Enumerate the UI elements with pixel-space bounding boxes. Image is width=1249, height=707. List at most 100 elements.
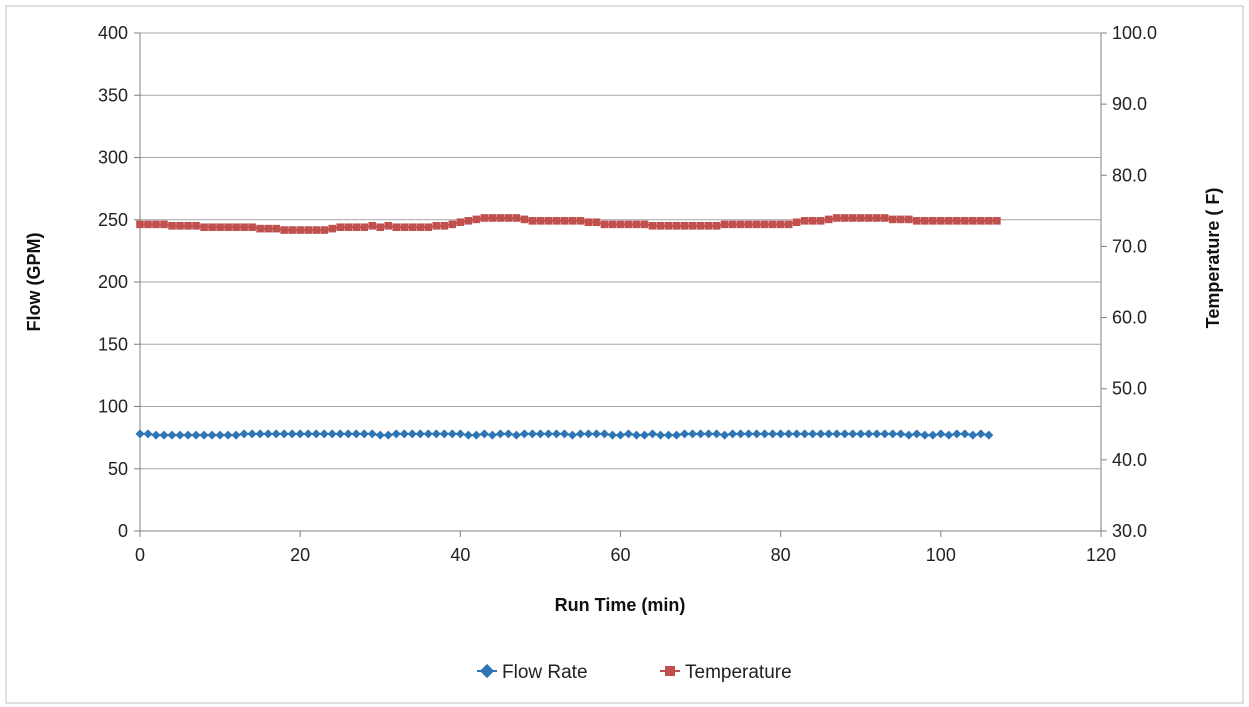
point-temperature: [224, 223, 232, 232]
point-flow-rate: [648, 429, 658, 439]
point-temperature: [160, 220, 168, 229]
point-flow-rate: [760, 429, 770, 439]
point-temperature: [336, 223, 345, 232]
point-flow-rate: [199, 430, 209, 440]
point-temperature: [184, 221, 192, 230]
point-temperature: [424, 223, 433, 232]
point-temperature: [945, 217, 953, 225]
point-temperature: [648, 221, 657, 230]
gridlines: [140, 32, 1101, 470]
point-temperature: [544, 217, 553, 225]
point-temperature: [680, 221, 689, 230]
point-flow-rate: [191, 430, 201, 440]
point-flow-rate: [704, 429, 714, 439]
point-flow-rate: [263, 429, 273, 439]
point-flow-rate: [415, 429, 425, 439]
point-flow-rate: [175, 430, 185, 440]
point-flow-rate: [880, 429, 890, 439]
point-flow-rate: [816, 429, 826, 439]
point-temperature: [760, 220, 769, 229]
point-flow-rate: [239, 429, 249, 439]
point-temperature: [664, 221, 673, 230]
point-temperature: [176, 221, 184, 230]
point-flow-rate: [768, 429, 778, 439]
point-temperature: [808, 217, 817, 225]
point-flow-rate: [551, 429, 561, 439]
point-temperature: [937, 217, 945, 225]
point-flow-rate: [303, 429, 313, 439]
point-flow-rate: [712, 429, 722, 439]
point-flow-rate: [599, 429, 609, 439]
point-flow-rate: [559, 429, 569, 439]
point-flow-rate: [864, 429, 874, 439]
point-temperature: [953, 217, 961, 225]
y-tick-label: 300: [98, 148, 128, 168]
point-temperature: [888, 215, 897, 224]
point-temperature: [408, 223, 417, 232]
x-tick-label: 0: [135, 545, 145, 565]
point-flow-rate: [944, 430, 954, 440]
series-layer: [135, 214, 1001, 440]
point-temperature: [993, 217, 1001, 225]
legend-item-flow-rate: Flow Rate: [477, 662, 588, 683]
point-flow-rate: [848, 429, 858, 439]
chart-frame: [5, 5, 1244, 704]
y2-tick-label: 50.0: [1112, 379, 1147, 399]
point-temperature: [929, 217, 937, 225]
point-flow-rate: [183, 430, 193, 440]
point-temperature: [969, 217, 977, 225]
point-flow-rate: [984, 430, 994, 440]
point-flow-rate: [672, 430, 682, 440]
point-flow-rate: [583, 429, 593, 439]
point-flow-rate: [896, 429, 906, 439]
point-temperature: [392, 223, 401, 232]
y2-tick-label: 30.0: [1112, 521, 1147, 541]
x-axis-title: Run Time (min): [555, 595, 686, 615]
point-flow-rate: [527, 429, 537, 439]
point-temperature: [832, 214, 841, 222]
point-temperature: [864, 214, 873, 222]
point-temperature: [744, 220, 753, 229]
point-temperature: [440, 221, 449, 230]
point-temperature: [985, 217, 993, 225]
point-flow-rate: [503, 429, 513, 439]
point-temperature: [168, 221, 176, 230]
y-tick-label: 0: [118, 521, 128, 541]
point-temperature: [905, 215, 913, 224]
point-temperature: [872, 214, 881, 222]
point-temperature: [280, 226, 288, 234]
series-flow-rate: [135, 429, 994, 440]
point-flow-rate: [928, 430, 938, 440]
point-temperature: [720, 220, 729, 229]
x-tick-label: 40: [450, 545, 470, 565]
point-flow-rate: [656, 430, 666, 440]
point-temperature: [472, 215, 481, 224]
point-flow-rate: [311, 429, 321, 439]
point-flow-rate: [407, 429, 417, 439]
legend: Flow Rate Temperature: [477, 662, 792, 683]
point-flow-rate: [359, 429, 369, 439]
point-flow-rate: [543, 429, 553, 439]
point-temperature: [384, 221, 393, 230]
legend-marker-flow-rate: [479, 663, 495, 679]
point-temperature: [488, 214, 497, 222]
point-temperature: [136, 220, 144, 229]
point-flow-rate: [319, 429, 329, 439]
x-tick-label: 80: [771, 545, 791, 565]
point-flow-rate: [431, 429, 441, 439]
point-flow-rate: [904, 430, 914, 440]
point-flow-rate: [912, 429, 922, 439]
point-temperature: [768, 220, 777, 229]
point-temperature: [696, 221, 705, 230]
point-flow-rate: [808, 429, 818, 439]
point-flow-rate: [479, 429, 489, 439]
point-temperature: [880, 214, 889, 222]
point-temperature: [344, 223, 353, 232]
point-temperature: [913, 217, 921, 225]
y2-tick-label: 60.0: [1112, 308, 1147, 328]
point-flow-rate: [616, 430, 625, 440]
y-tick-label: 50: [108, 459, 128, 479]
point-temperature: [736, 220, 745, 229]
point-flow-rate: [495, 429, 505, 439]
